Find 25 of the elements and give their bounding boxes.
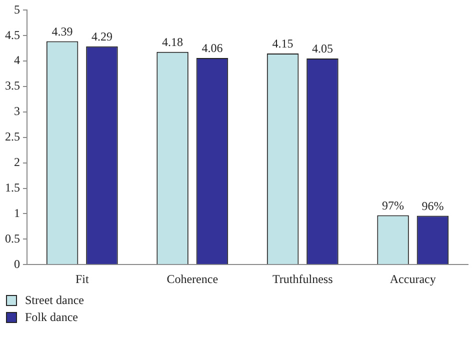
- y-tick-label: 1.5: [5, 180, 20, 194]
- y-tick-label: 4: [14, 53, 20, 68]
- x-tick-label: Truthfulness: [272, 272, 334, 286]
- y-tick-label: 2: [14, 154, 20, 169]
- y-tick-label: 5: [14, 2, 20, 16]
- data-label: 4.39: [52, 24, 73, 38]
- data-label: 4.05: [312, 42, 333, 56]
- y-tick-label: 0: [14, 256, 20, 271]
- data-label: 97%: [382, 198, 404, 212]
- x-tick-label: Accuracy: [390, 272, 436, 286]
- data-label: 4.29: [91, 29, 112, 44]
- y-tick-label: 3: [14, 104, 20, 118]
- y-tick-label: 2.5: [5, 130, 20, 144]
- x-tick-label: Coherence: [166, 272, 218, 286]
- legend-label: Folk dance: [25, 310, 78, 325]
- legend-label: Street dance: [25, 293, 84, 308]
- y-tick-label: 4.5: [5, 28, 20, 42]
- y-tick-label: 1: [14, 206, 20, 220]
- x-tick-label: Fit: [75, 272, 90, 286]
- data-label: 4.15: [272, 36, 294, 51]
- data-label: 4.06: [202, 41, 223, 56]
- y-tick-label: 0.5: [5, 231, 20, 246]
- data-label: 96%: [422, 198, 444, 213]
- data-label: 4.18: [162, 35, 184, 50]
- y-tick-label: 3.5: [5, 78, 20, 93]
